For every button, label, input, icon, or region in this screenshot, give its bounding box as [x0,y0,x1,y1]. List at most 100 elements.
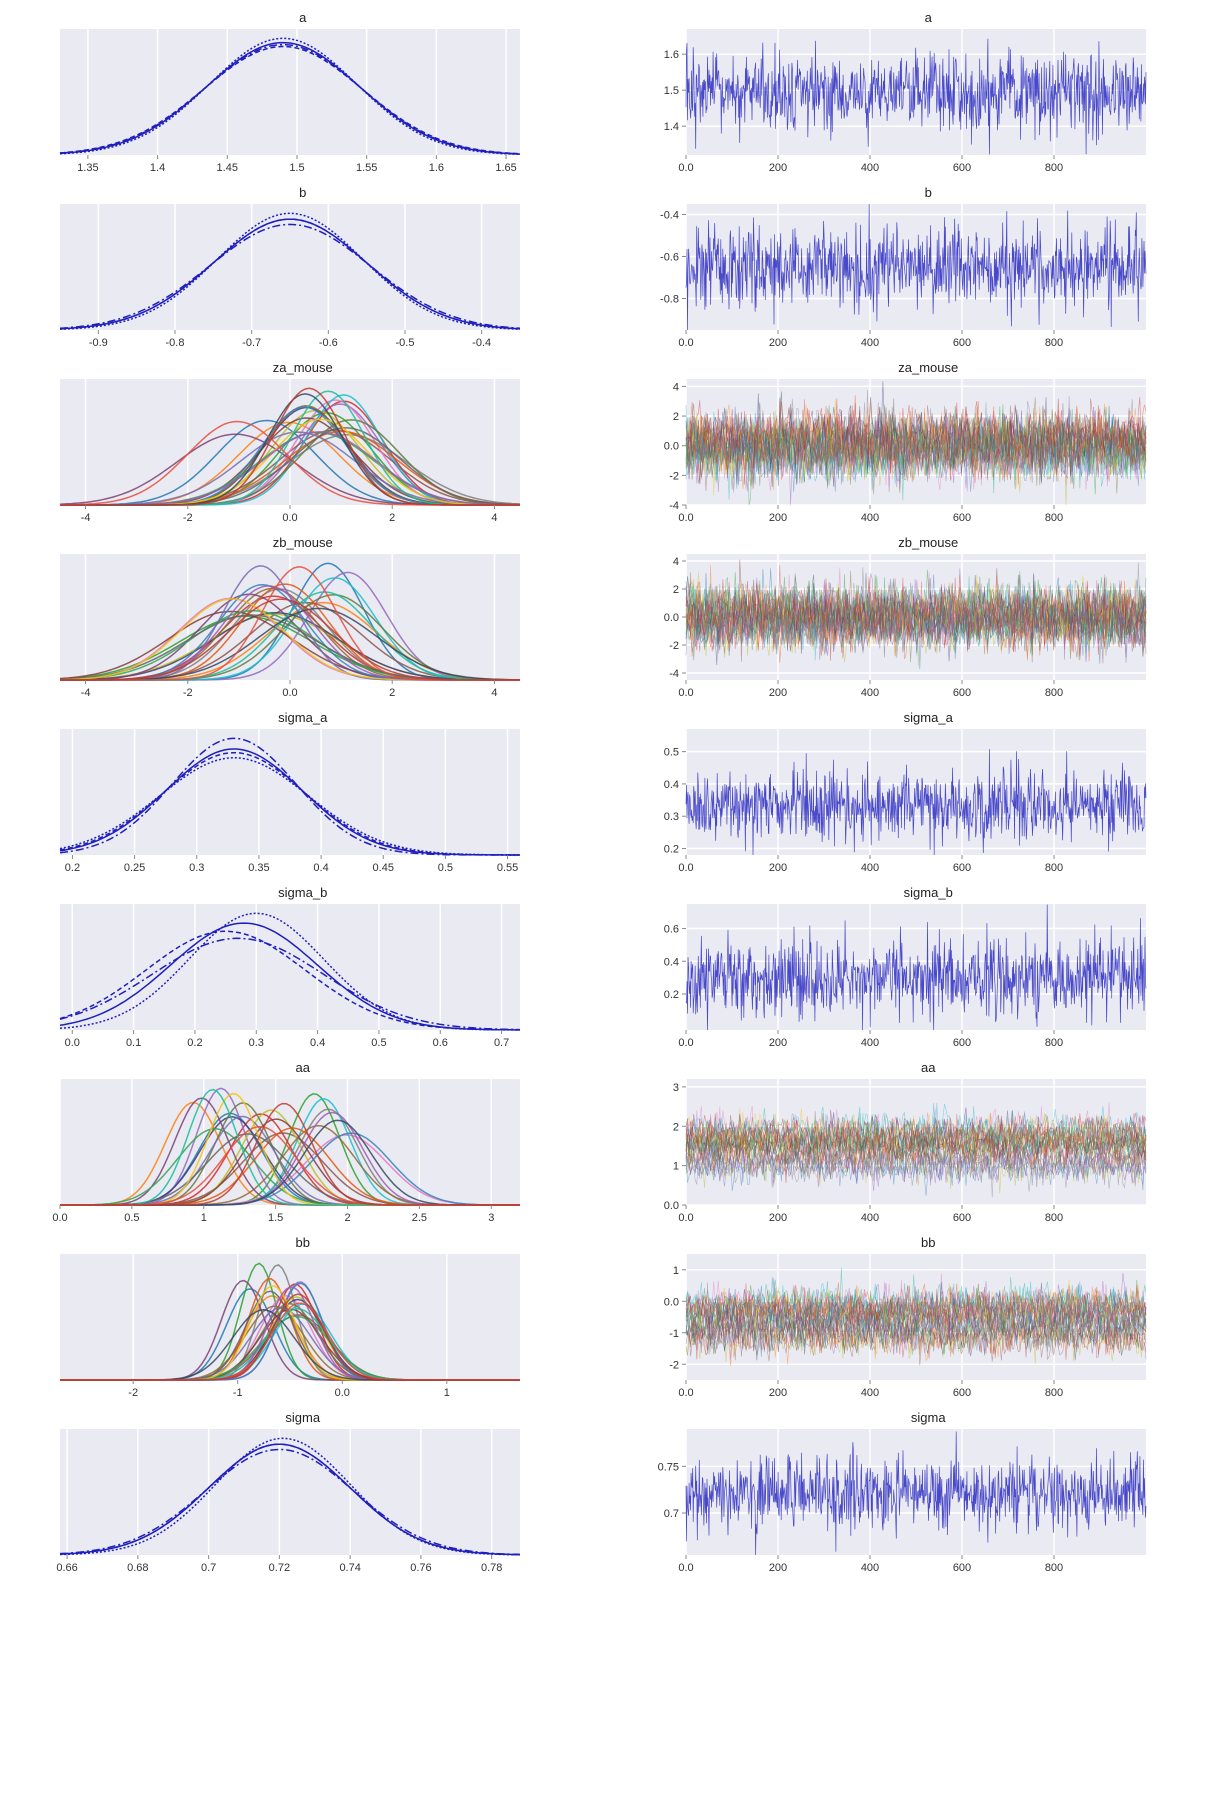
svg-text:0.0: 0.0 [663,441,678,453]
panel-title: sigma_b [10,885,596,900]
svg-text:0.0: 0.0 [678,337,693,349]
svg-text:800: 800 [1044,337,1062,349]
svg-text:2: 2 [672,1121,678,1133]
svg-text:0.7: 0.7 [201,1562,216,1574]
svg-text:800: 800 [1044,1037,1062,1049]
svg-text:600: 600 [952,1562,970,1574]
panel-aa-trace: aa0.02004006008000.0123 [636,1060,1211,1227]
svg-text:0.5: 0.5 [663,747,678,759]
svg-text:-2: -2 [183,512,193,524]
svg-text:0.6: 0.6 [433,1037,448,1049]
kde-plot: 0.00.10.20.30.40.50.60.7 [10,902,530,1052]
svg-text:200: 200 [768,1387,786,1399]
svg-text:1.4: 1.4 [663,121,678,133]
panel-title: aa [636,1060,1211,1075]
trace-plot: 0.0200400600800-4-20.024 [636,377,1156,527]
svg-text:0.25: 0.25 [124,862,145,874]
panel-title: sigma_a [636,710,1211,725]
svg-text:-0.9: -0.9 [89,337,108,349]
svg-text:-4: -4 [669,668,679,680]
svg-text:-1: -1 [233,1387,243,1399]
svg-text:800: 800 [1044,162,1062,174]
svg-text:4: 4 [491,687,497,699]
svg-text:600: 600 [952,687,970,699]
svg-text:1.5: 1.5 [268,1212,283,1224]
svg-text:-2: -2 [128,1387,138,1399]
svg-text:200: 200 [768,1562,786,1574]
svg-text:2: 2 [389,687,395,699]
svg-text:0.4: 0.4 [313,862,328,874]
svg-text:400: 400 [860,687,878,699]
svg-text:3: 3 [488,1212,494,1224]
svg-text:0.1: 0.1 [126,1037,141,1049]
svg-text:400: 400 [860,162,878,174]
kde-plot: -4-20.024 [10,377,530,527]
svg-text:600: 600 [952,337,970,349]
svg-text:0.0: 0.0 [678,162,693,174]
svg-text:0.72: 0.72 [269,1562,290,1574]
panel-za_mouse-trace: za_mouse0.0200400600800-4-20.024 [636,360,1211,527]
svg-text:200: 200 [768,1212,786,1224]
svg-text:-4: -4 [669,500,679,512]
svg-text:-0.6: -0.6 [319,337,338,349]
svg-text:600: 600 [952,1212,970,1224]
svg-text:0.7: 0.7 [663,1508,678,1520]
svg-text:0.4: 0.4 [663,779,678,791]
svg-text:0.4: 0.4 [310,1037,325,1049]
svg-text:1.45: 1.45 [217,162,238,174]
svg-text:0.3: 0.3 [249,1037,264,1049]
panel-a-trace: a0.02004006008001.41.51.6 [636,10,1211,177]
svg-text:-0.7: -0.7 [242,337,261,349]
panel-za_mouse-kde: za_mouse-4-20.024 [10,360,596,527]
svg-text:200: 200 [768,337,786,349]
svg-text:2: 2 [344,1212,350,1224]
svg-text:2.5: 2.5 [412,1212,427,1224]
svg-text:-0.5: -0.5 [396,337,415,349]
panel-title: bb [10,1235,596,1250]
svg-text:1.55: 1.55 [356,162,377,174]
panel-sigma_b-kde: sigma_b0.00.10.20.30.40.50.60.7 [10,885,596,1052]
svg-text:800: 800 [1044,1562,1062,1574]
kde-plot: 1.351.41.451.51.551.61.65 [10,27,530,177]
trace-plot: 0.02004006008001.41.51.6 [636,27,1156,177]
panel-sigma-trace: sigma0.02004006008000.70.75 [636,1410,1211,1577]
svg-text:0.6: 0.6 [663,924,678,936]
trace-plot: 0.02004006008000.70.75 [636,1427,1156,1577]
panel-title: sigma_b [636,885,1211,900]
panel-zb_mouse-trace: zb_mouse0.0200400600800-4-20.024 [636,535,1211,702]
svg-text:-0.4: -0.4 [660,210,679,222]
svg-text:0.0: 0.0 [52,1212,67,1224]
panel-title: zb_mouse [10,535,596,550]
svg-text:-2: -2 [669,1359,679,1371]
trace-plot: 0.0200400600800-2-10.01 [636,1252,1156,1402]
panel-title: aa [10,1060,596,1075]
trace-plot: 0.02004006008000.0123 [636,1077,1156,1227]
svg-text:0.2: 0.2 [663,989,678,1001]
svg-text:0.0: 0.0 [663,612,678,624]
svg-text:200: 200 [768,512,786,524]
svg-text:0.45: 0.45 [373,862,394,874]
svg-text:-4: -4 [81,687,91,699]
svg-text:400: 400 [860,1387,878,1399]
svg-text:1: 1 [201,1212,207,1224]
svg-text:-0.8: -0.8 [166,337,185,349]
svg-text:1.5: 1.5 [663,85,678,97]
svg-text:0.0: 0.0 [678,862,693,874]
svg-text:1: 1 [672,1161,678,1173]
svg-text:0.74: 0.74 [339,1562,360,1574]
svg-text:0.5: 0.5 [438,862,453,874]
svg-text:0.2: 0.2 [663,844,678,856]
svg-text:0.0: 0.0 [282,687,297,699]
svg-text:0.0: 0.0 [678,1387,693,1399]
svg-text:0.3: 0.3 [189,862,204,874]
kde-plot: 0.00.511.522.53 [10,1077,530,1227]
panel-aa-kde: aa0.00.511.522.53 [10,1060,596,1227]
svg-text:400: 400 [860,337,878,349]
svg-text:0.0: 0.0 [65,1037,80,1049]
svg-text:-2: -2 [183,687,193,699]
panel-title: sigma [10,1410,596,1425]
svg-text:0.0: 0.0 [678,687,693,699]
svg-text:0.55: 0.55 [497,862,518,874]
panel-b-kde: b-0.9-0.8-0.7-0.6-0.5-0.4 [10,185,596,352]
svg-text:-0.6: -0.6 [660,252,679,264]
